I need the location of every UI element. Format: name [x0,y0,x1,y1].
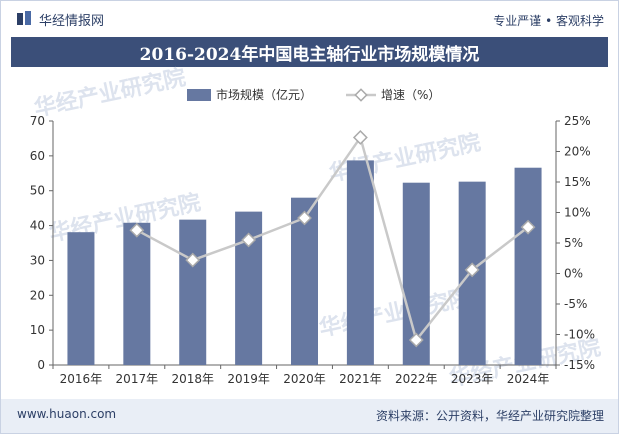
growth-line [136,134,529,343]
bar [67,232,95,365]
growth-point [129,222,145,238]
y-left-tick-label: 20 [30,288,45,302]
footer-source: 资料来源：公开资料，华经产业研究院整理 [375,409,604,423]
growth-point [352,130,368,145]
y-right-tick-label: 0% [564,267,583,281]
legend-bar-swatch [187,89,211,101]
y-right-tick-label: -10% [564,328,595,342]
watermark-text: 华经产业研究院 [32,64,188,121]
y-right-tick-label: 25% [564,114,591,128]
y-right-tick-label: 5% [564,236,583,250]
bar [179,219,207,365]
y-left-tick-label: 70 [30,114,45,128]
footer-website[interactable]: www.huaon.com [17,407,117,421]
x-tick-label: 2023年 [451,372,494,386]
top-bar: 华经情报网 专业严谨 • 客观科学 [1,1,618,37]
y-right-tick-label: 20% [564,145,591,159]
y-right-tick-label: -5% [564,297,587,311]
chart-title: 2016-2024年中国电主轴行业市场规模情况 [11,37,608,67]
x-tick-label: 2017年 [116,372,159,386]
bar [291,197,318,365]
growth-point [297,210,312,226]
y-left-tick-label: 50 [30,184,45,198]
y-left-tick-label: 0 [37,358,45,372]
x-tick-label: 2022年 [395,372,438,386]
y-right-tick-label: 15% [564,175,591,189]
y-left-tick-label: 30 [30,253,45,267]
logo-icon [17,10,33,29]
legend-line-marker [354,88,368,102]
legend-line-label: 增速（%） [381,88,440,102]
y-left-tick-label: 60 [30,149,45,163]
x-tick-label: 2019年 [227,372,270,386]
x-tick-label: 2016年 [60,372,103,386]
x-tick-label: 2018年 [171,372,214,386]
growth-point [520,219,536,235]
y-right-tick-label: 10% [564,206,591,220]
y-left-tick-label: 40 [30,219,45,233]
x-tick-label: 2021年 [339,372,382,386]
growth-point [408,332,424,348]
brand-name: 华经情报网 [39,14,105,29]
legend-bar-label: 市场规模（亿元） [216,87,312,102]
chart-canvas: 华经产业研究院华经产业研究院华经产业研究院华经产业研究院华经产业研究院01020… [30,64,603,391]
x-tick-label: 2024年 [507,372,550,386]
bar [123,222,151,365]
x-tick-label: 2020年 [283,372,326,386]
tagline: 专业严谨 • 客观科学 [493,14,604,28]
brand[interactable]: 华经情报网 [17,10,104,29]
watermark-text: 华经产业研究院 [317,284,473,341]
bar [514,167,542,365]
bar [346,160,374,365]
growth-point [241,232,257,248]
y-right-tick-label: -15% [564,358,595,372]
footer: www.huaon.com 资料来源：公开资料，华经产业研究院整理 [1,399,618,433]
y-left-tick-label: 10 [30,323,45,337]
growth-point [185,252,201,268]
growth-point [464,262,480,278]
